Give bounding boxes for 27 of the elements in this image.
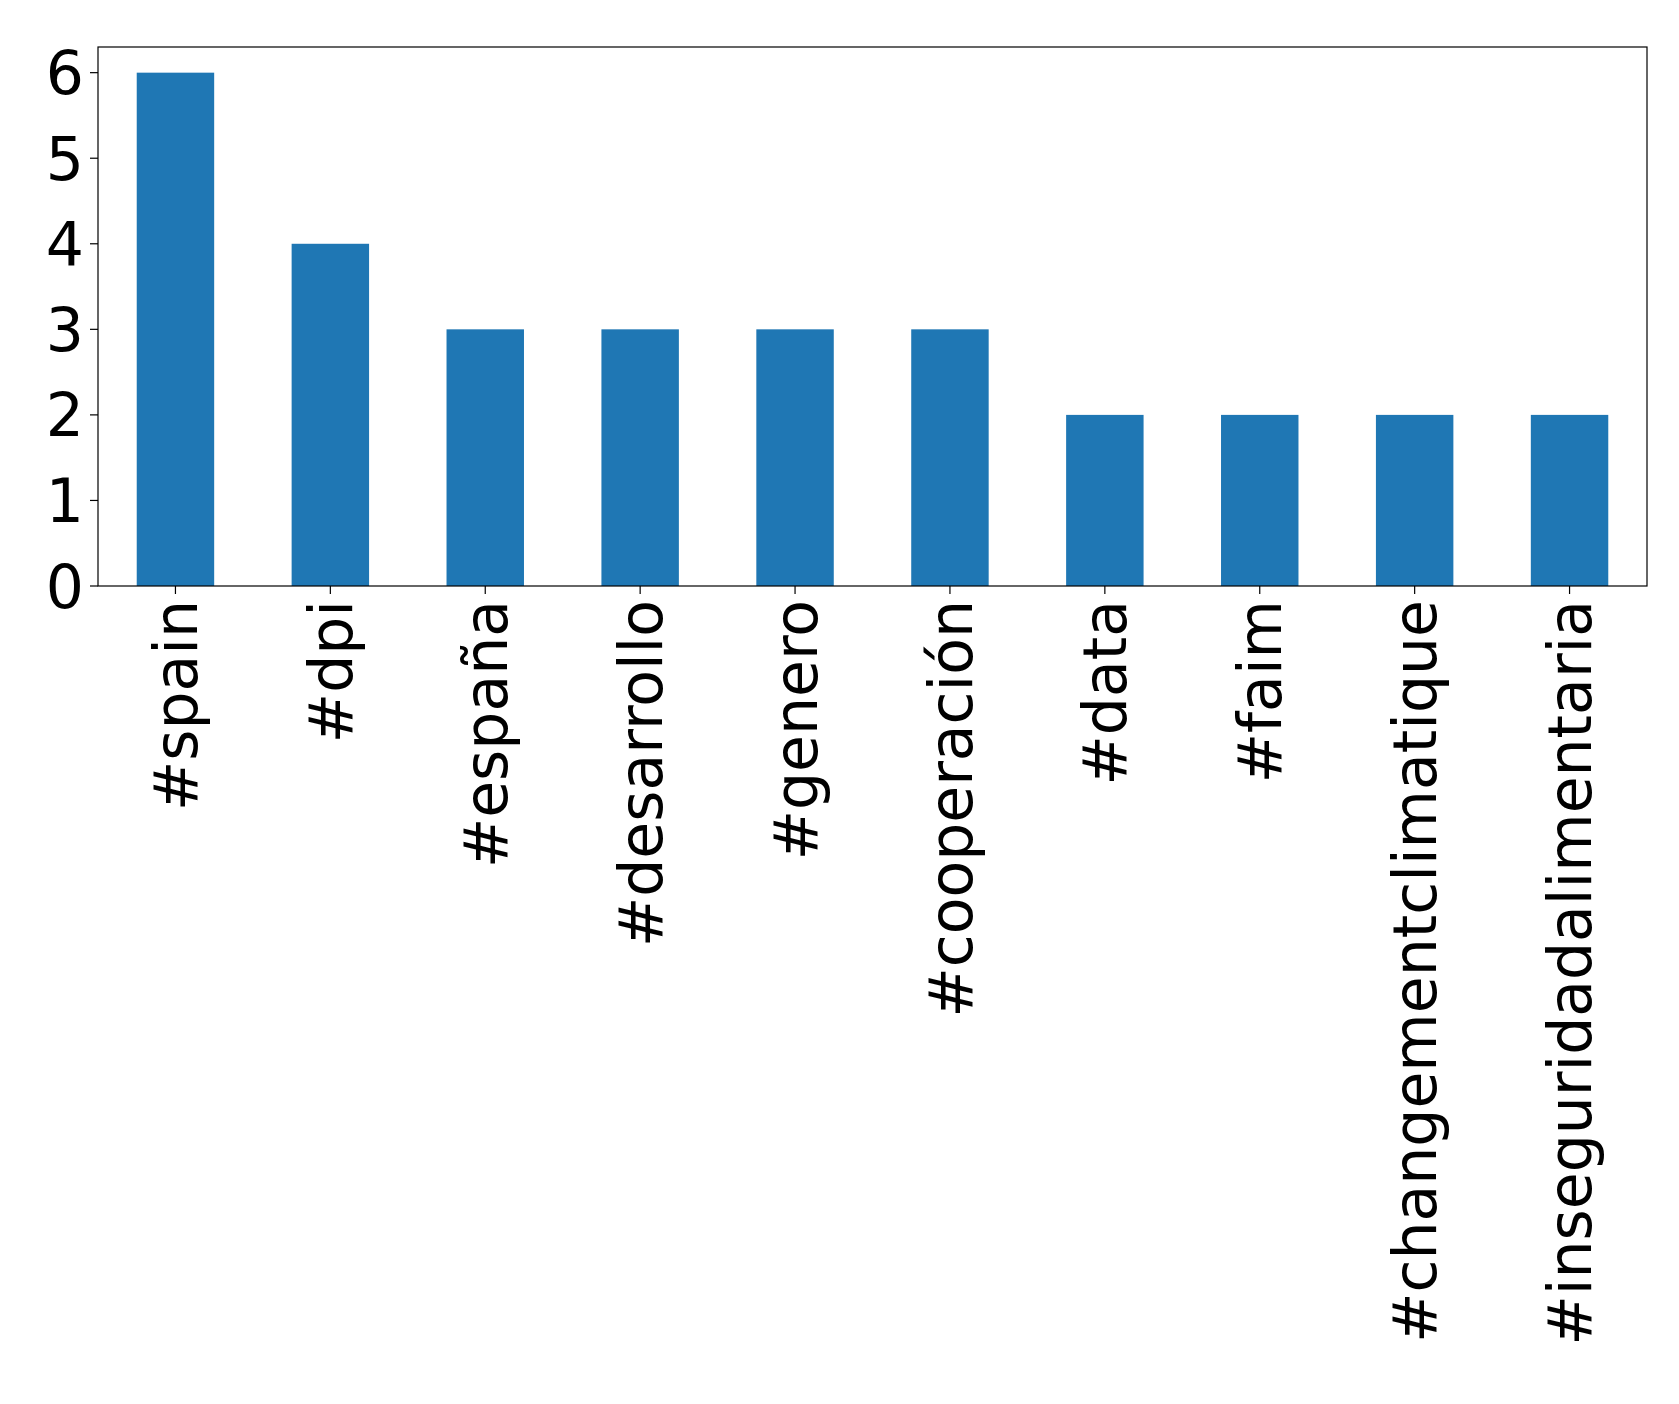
x-tick-label: #spain: [141, 600, 212, 812]
x-tick-label: #changementclimatique: [1380, 600, 1451, 1343]
y-tick-label: 5: [45, 123, 84, 194]
x-tick-label: #dpi: [295, 600, 366, 744]
x-tick-label: #faim: [1225, 600, 1296, 784]
bar: [1221, 414, 1299, 586]
bar: [911, 329, 989, 586]
bar: [291, 243, 370, 586]
x-tick-label: #cooperación: [915, 600, 986, 1018]
bar: [756, 329, 834, 586]
bar: [1066, 414, 1144, 586]
y-tick-label: 2: [45, 380, 84, 451]
bar: [601, 329, 679, 586]
x-tick-label: #desarrollo: [605, 600, 676, 948]
y-tick-label: 4: [45, 209, 84, 280]
y-tick-label: 1: [45, 466, 84, 537]
x-tick-label: #genero: [760, 600, 831, 861]
x-tick-label: #españa: [450, 600, 521, 869]
y-tick-label: 6: [45, 38, 84, 109]
bar: [136, 72, 215, 586]
bar: [446, 329, 524, 586]
x-tick-label: #inseguridadalimentaria: [1535, 600, 1606, 1346]
y-tick-label: 0: [45, 551, 84, 622]
y-tick-label: 3: [45, 294, 84, 365]
x-tick-label: #data: [1070, 600, 1141, 786]
bar: [1530, 414, 1609, 586]
bar: [1375, 414, 1454, 586]
